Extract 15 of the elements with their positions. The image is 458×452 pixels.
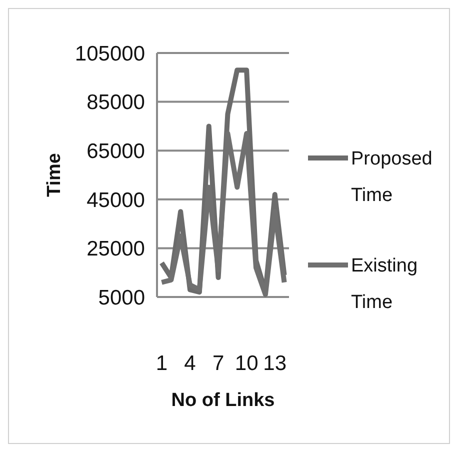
x-axis-title: No of Links xyxy=(171,390,275,411)
y-axis-title: Time xyxy=(44,152,65,198)
x-tick-label: 7 xyxy=(212,352,224,375)
x-tick-label: 4 xyxy=(184,352,196,375)
y-tick-label: 5000 xyxy=(98,286,145,310)
x-tick-label: 10 xyxy=(234,352,258,375)
legend-label: Proposed Time xyxy=(351,148,432,206)
y-tick-label: 45000 xyxy=(86,188,145,212)
y-tick-label: 25000 xyxy=(86,238,145,261)
legend-label: Existing Time xyxy=(351,256,418,313)
y-tick-label: 65000 xyxy=(86,140,145,163)
x-tick-label: 1 xyxy=(156,352,168,375)
y-tick-label: 105000 xyxy=(74,42,145,66)
x-tick-label: 13 xyxy=(263,352,287,375)
y-tick-label: 85000 xyxy=(86,91,145,114)
